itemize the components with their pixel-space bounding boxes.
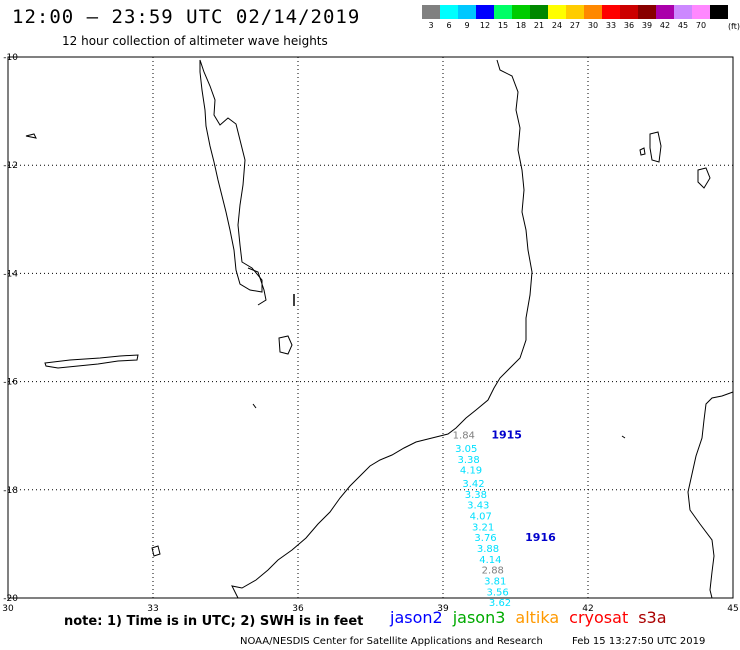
legend-label: 21	[533, 21, 545, 30]
wave-height-value: 4.07	[470, 512, 492, 523]
wave-height-value: 3.38	[458, 455, 480, 466]
legend-label: 24	[551, 21, 563, 30]
islet	[151, 545, 161, 557]
satellite-name: jason2	[390, 608, 443, 627]
wave-height-value: 3.76	[474, 533, 496, 544]
lon-tick-label: 30	[2, 604, 14, 614]
wave-height-value: 3.43	[467, 501, 489, 512]
lon-tick-label: 42	[582, 604, 593, 614]
legend-swatch	[638, 5, 656, 19]
wave-height-value: 3.21	[472, 522, 494, 533]
legend-label: 3	[428, 21, 434, 30]
wave-height-value: 4.14	[479, 555, 501, 566]
pass-time-label: 1915	[491, 428, 522, 441]
legend-label: 36	[623, 21, 635, 30]
wave-height-value: 3.05	[455, 444, 477, 455]
legend-unit: (ft)	[727, 22, 740, 31]
legend-label: 12	[479, 21, 491, 30]
legend-swatch	[656, 5, 674, 19]
lat-tick-label: -20	[3, 594, 18, 604]
legend-label: 39	[641, 21, 653, 30]
lake-shore-line	[247, 267, 267, 306]
lat-tick-label: -10	[3, 53, 18, 63]
legend-swatch	[440, 5, 458, 19]
legend-label: 15	[497, 21, 509, 30]
legend-label: 18	[515, 21, 527, 30]
islet	[252, 403, 257, 409]
legend-swatch	[494, 5, 512, 19]
wave-height-value: 3.88	[477, 544, 499, 555]
legend-color-bar	[422, 5, 728, 19]
legend-swatch	[584, 5, 602, 19]
mozambique-coastline	[231, 59, 533, 599]
lat-tick-label: -14	[3, 269, 18, 279]
legend-label: 42	[659, 21, 671, 30]
islet	[25, 133, 37, 139]
legend-label: 27	[569, 21, 581, 30]
wave-height-value: 3.62	[489, 598, 511, 609]
madagascar-coastline	[687, 391, 734, 599]
map-title: 12:00 — 23:59 UTC 02/14/2019	[12, 6, 361, 28]
islet	[621, 435, 626, 439]
legend-labels: 3 6 9 12 15 18 21 24 27 30 33 36 39 42 45 70	[422, 21, 728, 30]
comoros-island	[639, 147, 646, 156]
units-note: note: 1) Time is in UTC; 2) SWH is in fe…	[64, 614, 364, 629]
legend-label: 9	[464, 21, 470, 30]
lon-tick-label: 39	[437, 604, 449, 614]
altimeter-observations: 1.843.053.384.193.423.383.434.073.213.76…	[453, 430, 512, 609]
wave-height-value: 3.81	[484, 576, 506, 587]
pass-time-label: 1916	[525, 531, 556, 544]
lon-tick-label: 33	[147, 604, 158, 614]
legend-label: 45	[677, 21, 689, 30]
legend-swatch	[602, 5, 620, 19]
legend-swatch	[566, 5, 584, 19]
satellite-legend: jason2 jason3 altika cryosat s3a	[390, 608, 677, 627]
legend-swatch	[692, 5, 710, 19]
lat-tick-label: -18	[3, 486, 18, 496]
legend-label: 33	[605, 21, 617, 30]
wave-height-value: 3.42	[462, 479, 484, 490]
satellite-name: cryosat	[569, 608, 629, 627]
cahora-bassa-outline	[44, 354, 139, 369]
wave-height-value: 4.19	[460, 466, 482, 477]
legend-swatch	[458, 5, 476, 19]
legend-swatch	[476, 5, 494, 19]
comoros-island	[697, 167, 711, 189]
wave-height-value: 2.88	[482, 566, 504, 577]
satellite-name: jason3	[452, 608, 506, 627]
wave-height-value: 3.38	[465, 490, 487, 501]
color-legend: 3 6 9 12 15 18 21 24 27 30 33 36 39 42 45 70 (ft)	[422, 5, 740, 31]
pass-time-labels: 1915 1916	[491, 428, 556, 544]
lake-malawi-outline	[199, 59, 263, 293]
legend-label: 6	[446, 21, 452, 30]
agency-credit: NOAA/NESDIS Center for Satellite Applica…	[240, 636, 543, 647]
legend-label: 70	[695, 21, 707, 30]
map-frame	[7, 56, 734, 599]
lake-chilwa-outline	[278, 335, 293, 355]
comoros-island	[649, 131, 662, 163]
legend-swatch	[710, 5, 728, 19]
legend-swatch	[620, 5, 638, 19]
satellite-name: altika	[515, 608, 560, 627]
wave-height-value: 1.84	[453, 430, 475, 441]
credit-line: NOAA/NESDIS Center for Satellite Applica…	[240, 636, 705, 647]
legend-swatch	[674, 5, 692, 19]
lat-tick-label: -12	[3, 161, 18, 171]
map-subtitle: 12 hour collection of altimeter wave hei…	[62, 34, 328, 48]
lon-tick-label: 45	[727, 604, 738, 614]
satellite-name: s3a	[638, 608, 667, 627]
axis-labels: 30 33 36 39 42 45 -10 -12 -14 -16 -18 -20	[2, 53, 738, 614]
legend-label: 30	[587, 21, 599, 30]
wave-height-value: 3.56	[487, 587, 509, 598]
map-gridlines	[7, 56, 734, 599]
lon-tick-label: 36	[292, 604, 304, 614]
legend-swatch	[530, 5, 548, 19]
generation-timestamp: Feb 15 13:27:50 UTC 2019	[572, 636, 706, 647]
lat-tick-label: -16	[3, 378, 18, 388]
legend-swatch	[548, 5, 566, 19]
legend-swatch	[512, 5, 530, 19]
legend-swatch	[422, 5, 440, 19]
